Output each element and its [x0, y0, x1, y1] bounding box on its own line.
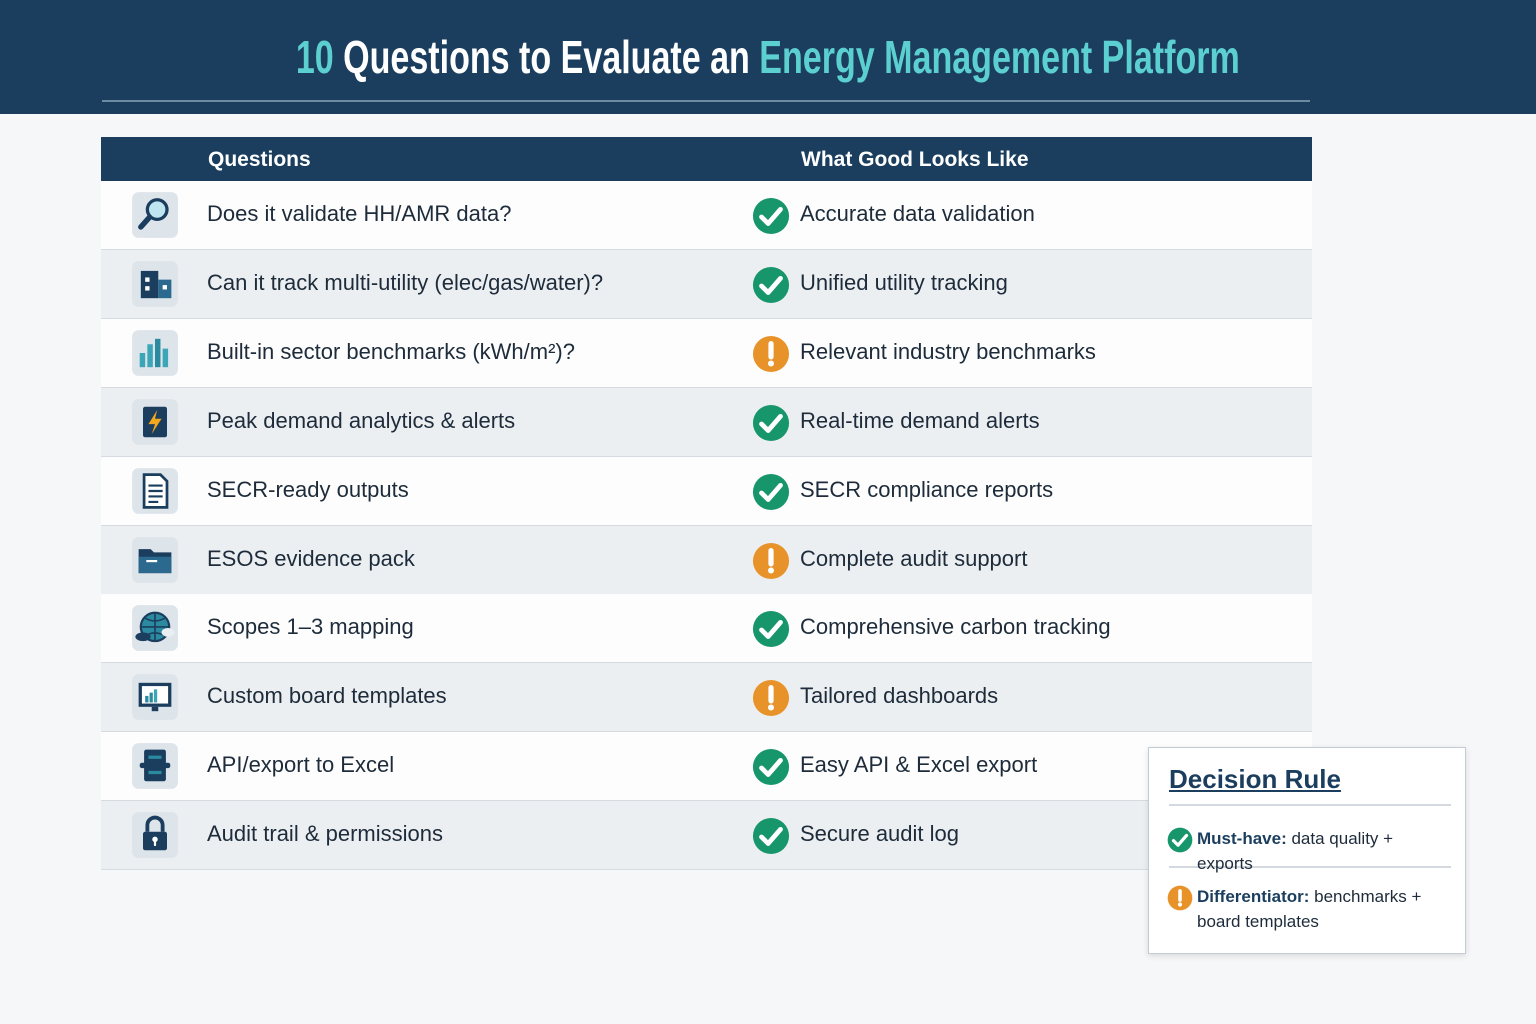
- title-middle: Questions to Evaluate an: [343, 31, 751, 83]
- answer-text: Relevant industry benchmarks: [800, 338, 1096, 364]
- check-mark: [759, 206, 783, 226]
- check-mark: [759, 413, 783, 433]
- decision-item: Must-have: data quality + exports: [1197, 826, 1447, 876]
- check-circle: [752, 818, 790, 855]
- status-icon: [752, 818, 790, 855]
- decision-title: Decision Rule: [1169, 764, 1341, 794]
- table-row: Audit trail & permissions Secure audit lo…: [101, 801, 1312, 871]
- status-icon: [752, 473, 790, 510]
- answer-text: Accurate data validation: [800, 201, 1035, 226]
- question-text: API/export to Excel: [207, 752, 395, 778]
- table-row: Does it validate HH/AMR data? Accurate da…: [101, 181, 1312, 250]
- title-text: 10 Questions to Evaluate an Energy Manag…: [296, 30, 1240, 84]
- row-icon: [132, 467, 178, 514]
- row-icon: [132, 536, 178, 583]
- table-row: Scopes 1–3 mapping Comprehensive carbon t…: [101, 594, 1312, 664]
- status-icon: [752, 542, 790, 579]
- answer-text: SECR compliance reports: [800, 476, 1054, 502]
- table-row: Custom board templates Tailored dashboard…: [101, 663, 1312, 733]
- table-header: Questions What Good Looks Like: [101, 137, 1312, 181]
- check-mark: [1171, 833, 1189, 847]
- row-icon: [132, 605, 178, 652]
- item-text: benchmarks + board templates: [1197, 887, 1422, 931]
- question-text: Does it validate HH/AMR data?: [207, 201, 512, 226]
- question-text: ESOS evidence pack: [207, 545, 415, 571]
- title-highlight: Energy Management Platform: [759, 31, 1240, 83]
- row-icon: [132, 192, 178, 238]
- title-number: 10: [296, 31, 334, 83]
- status-icon: [752, 197, 790, 235]
- check-circle: [752, 473, 790, 510]
- status-icon: [752, 611, 790, 648]
- status-icon: [752, 749, 790, 786]
- question-text: Built-in sector benchmarks (kWh/m²)?: [207, 338, 575, 364]
- question-text: SECR-ready outputs: [207, 476, 409, 502]
- row-icon: [132, 329, 178, 376]
- header-band: [0, 0, 1536, 114]
- row-icon: [132, 398, 178, 445]
- separator: [1169, 804, 1451, 806]
- check-mark: [759, 275, 783, 295]
- status-icon: [752, 335, 790, 372]
- item-label: Must-have:: [1197, 829, 1287, 848]
- table-row: ESOS evidence pack Complete audit support: [101, 525, 1312, 595]
- status-icon: [752, 266, 790, 303]
- question-text: Can it track multi-utility (elec/gas/wat…: [207, 269, 604, 295]
- page-title: 10 Questions to Evaluate an Energy Manag…: [0, 30, 1536, 84]
- status-icon: [752, 680, 790, 717]
- table-row: Peak demand analytics & alerts Real-time …: [101, 387, 1312, 457]
- question-text: Peak demand analytics & alerts: [207, 407, 516, 433]
- answer-text: Real-time demand alerts: [800, 407, 1040, 433]
- check-circle: [1167, 827, 1193, 853]
- check-mark: [759, 827, 783, 847]
- status-icon: [752, 404, 790, 441]
- item-text: data quality + exports: [1197, 829, 1394, 873]
- check-mark: [759, 482, 783, 502]
- check-circle: [752, 611, 790, 648]
- answer-text: Comprehensive carbon tracking: [800, 614, 1111, 640]
- separator: [1169, 866, 1451, 868]
- column-header: Questions: [208, 148, 311, 171]
- table-row: SECR-ready outputs SECR compliance report…: [101, 456, 1312, 526]
- answer-text: Complete audit support: [800, 545, 1028, 571]
- row-icon: [132, 260, 178, 307]
- warn-dot: [1177, 902, 1183, 907]
- answer-text: Easy API & Excel export: [800, 752, 1038, 778]
- answer-text: Tailored dashboards: [800, 683, 999, 709]
- status-icon: [1167, 885, 1193, 911]
- answer-text: Secure audit log: [800, 821, 959, 847]
- check-circle: [752, 266, 790, 303]
- row-icon: [132, 743, 178, 790]
- check-mark: [759, 620, 783, 640]
- table-row: Can it track multi-utility (elec/gas/wat…: [101, 249, 1312, 319]
- item-label: Differentiator:: [1197, 887, 1310, 906]
- answer-text: Unified utility tracking: [800, 269, 1008, 295]
- check-circle: [752, 404, 790, 441]
- table-row: Built-in sector benchmarks (kWh/m²)? Rele…: [101, 318, 1312, 388]
- row-icon: [132, 812, 178, 859]
- column-header: What Good Looks Like: [801, 148, 1029, 171]
- check-mark: [759, 758, 783, 778]
- warn-dot: [767, 360, 775, 367]
- question-text: Custom board templates: [207, 683, 447, 709]
- header-rule: [102, 100, 1310, 102]
- decision-item: Differentiator: benchmarks + board templ…: [1197, 884, 1447, 934]
- decision-rule-box: Decision Rule Must-have: data quality + …: [1148, 747, 1466, 954]
- question-text: Audit trail & permissions: [207, 821, 443, 847]
- row-icon: [132, 674, 178, 721]
- status-icon: [1167, 827, 1193, 853]
- check-circle: [752, 749, 790, 786]
- table-row: API/export to Excel Easy API & Excel expo…: [101, 732, 1312, 802]
- check-circle: [752, 197, 790, 235]
- warn-dot: [767, 704, 775, 711]
- question-text: Scopes 1–3 mapping: [207, 614, 414, 640]
- warn-dot: [767, 566, 775, 574]
